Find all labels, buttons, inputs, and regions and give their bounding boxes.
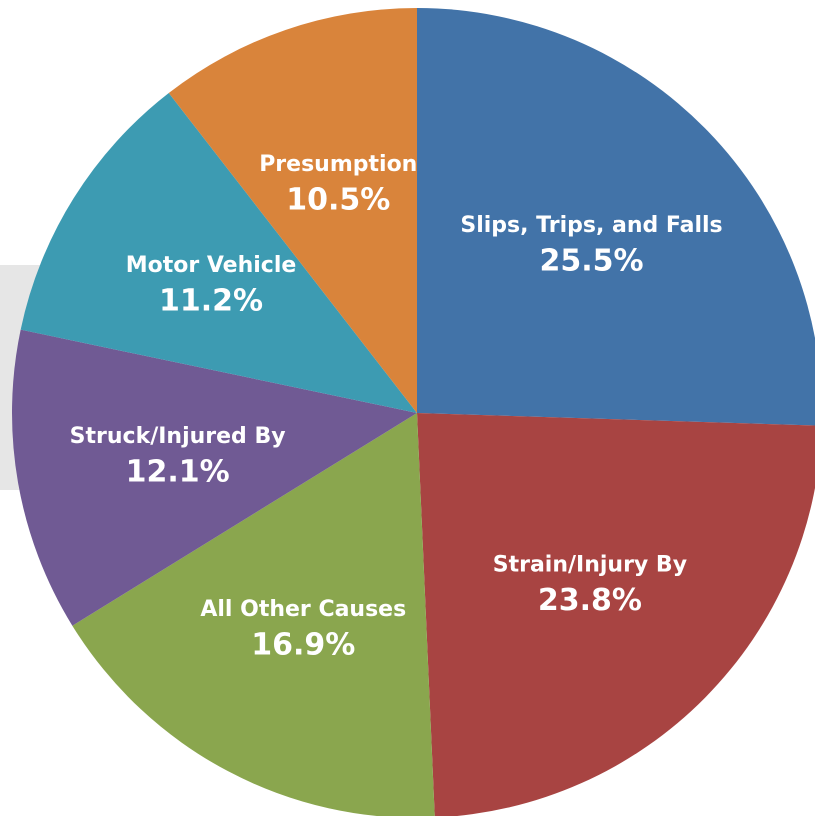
pie-slice (72, 413, 435, 816)
slice-value-label: 23.8% (538, 583, 642, 618)
slice-value-label: 12.1% (126, 454, 230, 489)
slice-label: All Other Causes (200, 597, 406, 622)
pie-slice (168, 8, 417, 413)
pie-slice (20, 92, 417, 414)
slice-value-label: 25.5% (539, 243, 643, 278)
pie-slice (417, 413, 815, 816)
slice-label: Motor Vehicle (126, 253, 297, 278)
slice-label: Strain/Injury By (493, 553, 687, 578)
pie-slice (11, 329, 418, 626)
slice-label: Slips, Trips, and Falls (460, 213, 722, 238)
slice-label: Presumption (259, 152, 417, 177)
slice-value-label: 16.9% (251, 627, 355, 662)
pie-slice (417, 8, 815, 426)
slice-value-label: 11.2% (159, 284, 263, 319)
slice-value-label: 10.5% (286, 183, 390, 218)
slice-label: Struck/Injured By (70, 424, 286, 449)
